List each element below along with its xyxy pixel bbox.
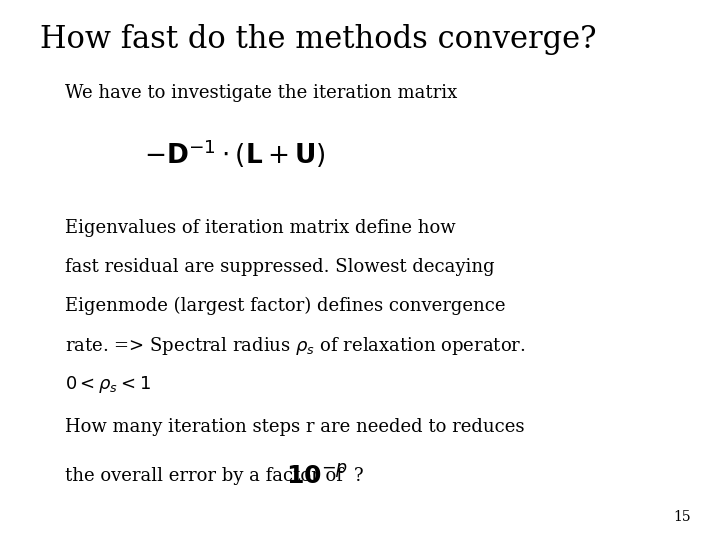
Text: Eigenmode (largest factor) defines convergence: Eigenmode (largest factor) defines conve… bbox=[65, 296, 505, 315]
Text: $-\mathbf{D}^{-1} \cdot (\mathbf{L} + \mathbf{U})$: $-\mathbf{D}^{-1} \cdot (\mathbf{L} + \m… bbox=[144, 138, 325, 170]
Text: 15: 15 bbox=[674, 510, 691, 524]
Text: How fast do the methods converge?: How fast do the methods converge? bbox=[40, 24, 596, 55]
Text: How many iteration steps r are needed to reduces: How many iteration steps r are needed to… bbox=[65, 418, 524, 436]
Text: We have to investigate the iteration matrix: We have to investigate the iteration mat… bbox=[65, 84, 457, 102]
Text: rate. => Spectral radius $\rho_s$ of relaxation operator.: rate. => Spectral radius $\rho_s$ of rel… bbox=[65, 335, 526, 357]
Text: the overall error by a factor of: the overall error by a factor of bbox=[65, 467, 348, 485]
Text: $\mathbf{10}^{-p}$: $\mathbf{10}^{-p}$ bbox=[286, 464, 348, 488]
Text: Eigenvalues of iteration matrix define how: Eigenvalues of iteration matrix define h… bbox=[65, 219, 456, 237]
Text: $0 < \rho_s <1$: $0 < \rho_s <1$ bbox=[65, 374, 150, 395]
Text: fast residual are suppressed. Slowest decaying: fast residual are suppressed. Slowest de… bbox=[65, 258, 495, 275]
Text: ?: ? bbox=[354, 467, 364, 485]
